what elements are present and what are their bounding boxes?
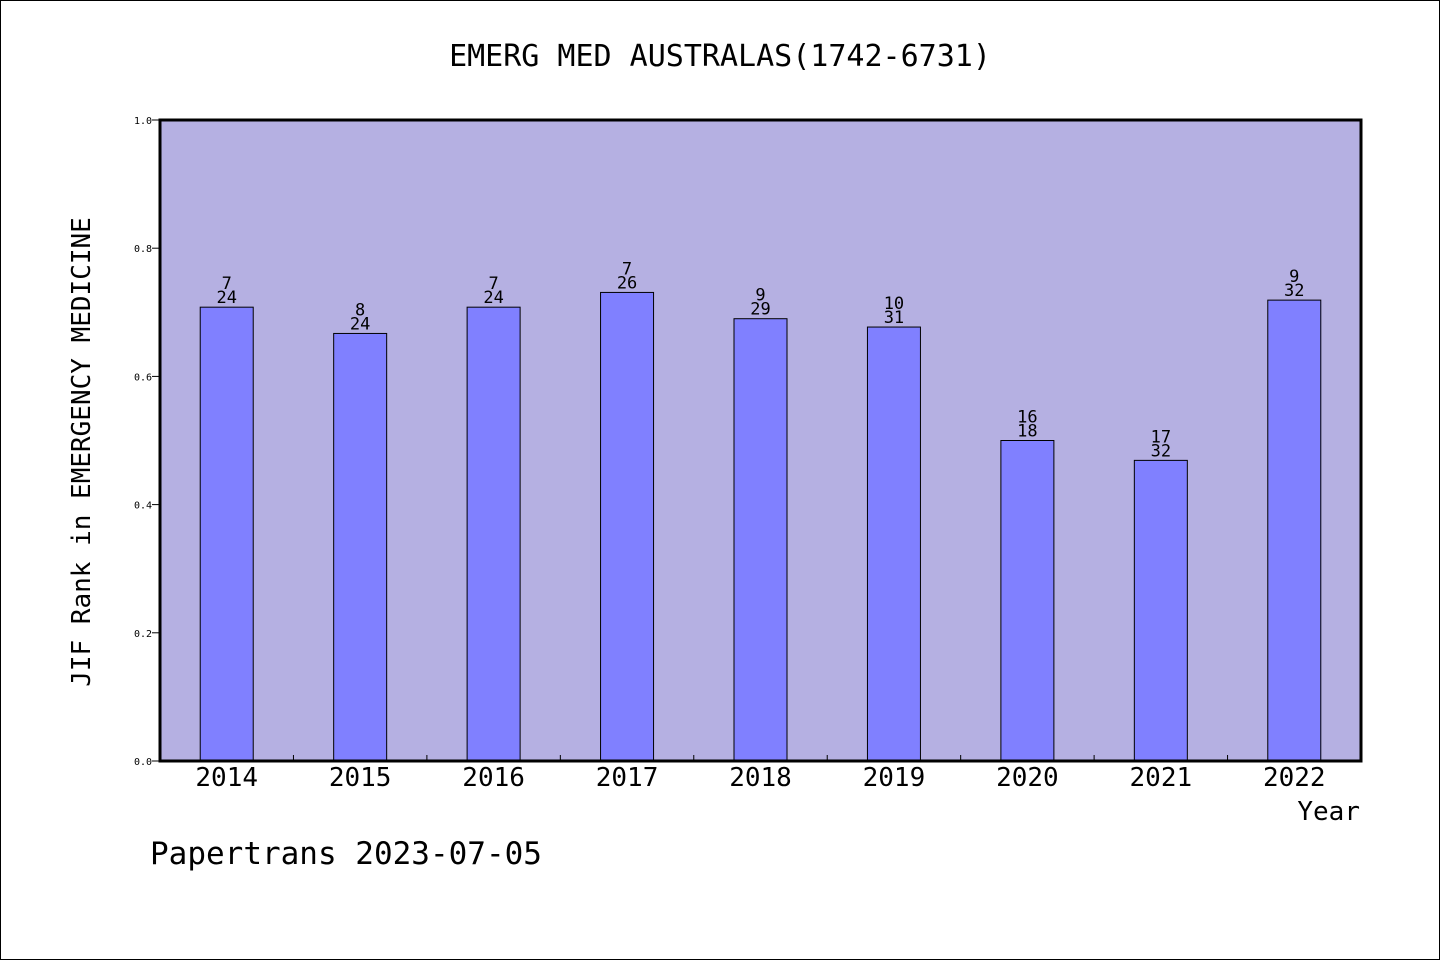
x-tick-label: 2022 — [1263, 763, 1326, 793]
bar-rank-label: 16 — [1017, 408, 1037, 428]
bar-2019 — [866, 326, 921, 762]
x-tick-label: 2014 — [195, 763, 258, 793]
bar-rank-label: 8 — [355, 300, 365, 320]
x-tick-label: 2018 — [729, 763, 792, 793]
y-tick-label: 0.0 — [134, 757, 152, 768]
bar-total-label: 32 — [1151, 441, 1171, 461]
bar-2021 — [1133, 459, 1188, 762]
bar-rank-label: 7 — [488, 274, 498, 294]
bar-rank-label: 17 — [1151, 427, 1171, 447]
x-tick-label: 2016 — [462, 763, 525, 793]
bar-rank-label: 9 — [755, 286, 765, 306]
bar-total-label: 32 — [1284, 281, 1304, 301]
bar-total-label: 29 — [750, 300, 770, 320]
chart-title: EMERG MED AUSTRALAS(1742-6731) — [449, 39, 991, 74]
bar-2014 — [199, 306, 254, 762]
bar-total-label: 18 — [1017, 422, 1037, 442]
x-axis-label: Year — [1297, 797, 1360, 827]
x-tick-label: 2019 — [863, 763, 926, 793]
bar-rank-label: 7 — [222, 274, 232, 294]
bar-2016 — [466, 306, 521, 762]
bar-2015 — [333, 332, 388, 762]
bar-total-label: 24 — [483, 288, 503, 308]
bar-rank-label: 7 — [622, 259, 632, 279]
x-tick-label: 2015 — [329, 763, 392, 793]
bar-2020 — [1000, 440, 1055, 762]
bar-total-label: 31 — [884, 308, 904, 328]
bars — [199, 291, 1322, 762]
bar-2018 — [733, 318, 788, 762]
plot-border — [158, 118, 1363, 763]
y-tick-label: 0.4 — [134, 501, 152, 512]
x-tick-label: 2020 — [996, 763, 1059, 793]
y-tick-label: 0.8 — [134, 244, 152, 255]
bar-2017 — [600, 291, 655, 762]
bar-2022 — [1267, 299, 1322, 762]
x-tick-label: 2021 — [1130, 763, 1193, 793]
y-tick-label: 1.0 — [134, 116, 152, 127]
bar-total-label: 26 — [617, 273, 637, 293]
y-axis-label: JIF Rank in EMERGENCY MEDICINE — [67, 217, 97, 687]
bar-total-label: 24 — [216, 288, 236, 308]
footer-text: Papertrans 2023-07-05 — [150, 836, 542, 872]
bar-total-label: 24 — [350, 314, 370, 334]
y-axis-ticks: 0.0 0.2 0.4 0.6 0.8 1.0 — [134, 116, 160, 768]
y-tick-label: 0.2 — [134, 629, 152, 640]
bar-rank-label: 9 — [1289, 267, 1299, 287]
bar-rank-label: 10 — [884, 294, 904, 314]
x-axis-ticks: 2014 2015 2016 2017 2018 2019 2020 2021 2022 — [195, 755, 1326, 793]
x-tick-label: 2017 — [596, 763, 659, 793]
y-tick-label: 0.6 — [134, 372, 152, 383]
